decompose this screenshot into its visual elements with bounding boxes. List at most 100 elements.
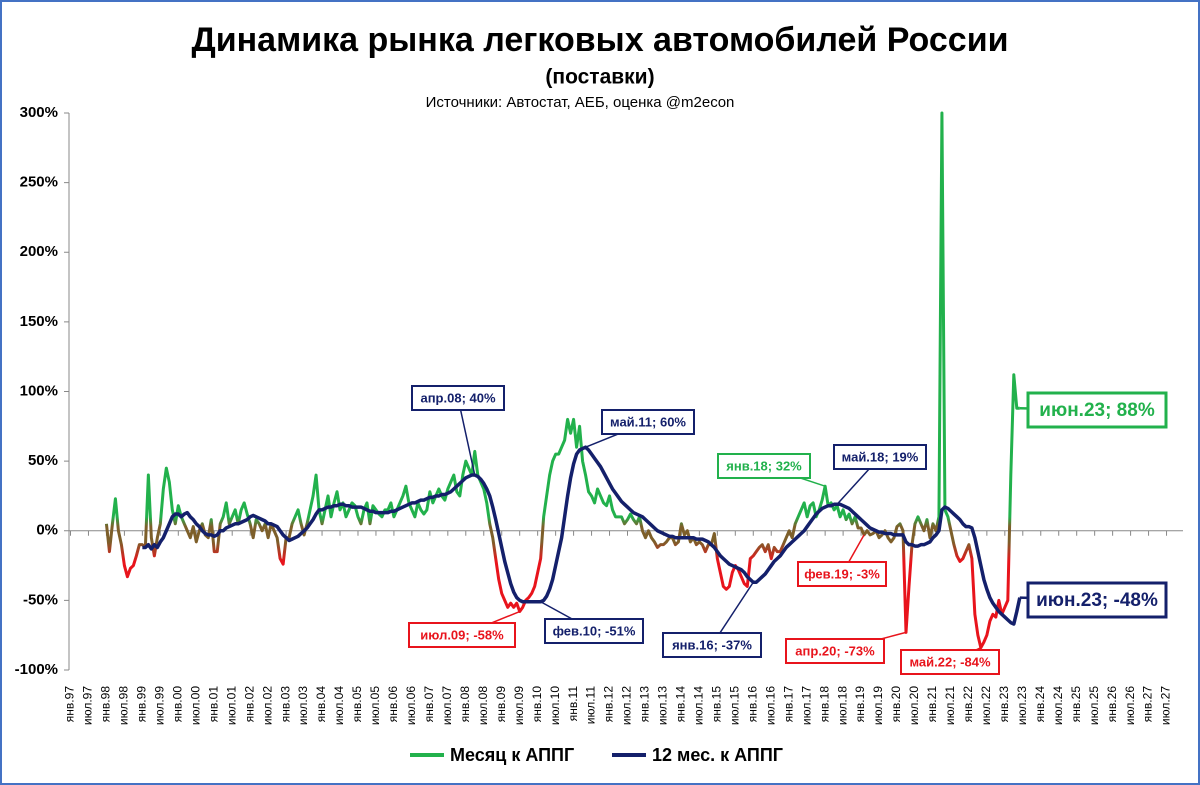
x-tick-label: июл.03 — [296, 686, 310, 725]
x-tick-label: янв.23 — [997, 686, 1011, 723]
x-tick-label: янв.02 — [242, 686, 256, 723]
legend-label: Месяц к АППГ — [450, 745, 574, 765]
annotation-text: фев.10; -51% — [553, 623, 636, 638]
x-tick-label: янв.27 — [1141, 686, 1155, 723]
annotation-text: июн.23; -48% — [1036, 590, 1158, 611]
y-tick-label: 250% — [20, 174, 58, 191]
annotation-text: янв.18; 32% — [726, 458, 802, 473]
x-tick-label: янв.12 — [602, 686, 616, 723]
x-tick-label: янв.16 — [745, 686, 759, 723]
x-tick-label: июл.05 — [368, 686, 382, 725]
x-tick-label: июл.02 — [260, 686, 274, 725]
x-tick-label: июл.08 — [476, 686, 490, 725]
x-tick-label: янв.21 — [925, 686, 939, 723]
x-tick-label: янв.98 — [99, 686, 113, 723]
annotation-text: апр.20; -73% — [795, 643, 875, 658]
annotation-box — [785, 638, 885, 664]
annotation-box — [1026, 391, 1168, 429]
annotation-text: май.22; -84% — [909, 654, 990, 669]
x-tick-label: июл.17 — [799, 686, 813, 725]
annotation-box — [900, 649, 1000, 675]
annotation-text: апр.08; 40% — [420, 390, 495, 405]
annotation-box — [408, 622, 516, 648]
annotation-box — [662, 632, 762, 658]
x-tick-label: июл.23 — [1015, 686, 1029, 725]
x-tick-label: июл.26 — [1123, 686, 1137, 725]
x-tick-label: июл.16 — [763, 686, 777, 725]
x-tick-label: июл.01 — [224, 686, 238, 725]
x-tick-label: июл.18 — [835, 686, 849, 725]
x-tick-label: янв.26 — [1105, 686, 1119, 723]
x-tick-label: янв.13 — [638, 686, 652, 723]
y-tick-label: 300% — [20, 104, 58, 121]
annotation-box — [797, 561, 887, 587]
x-tick-label: июл.04 — [332, 686, 346, 725]
legend-label: 12 мес. к АППГ — [652, 745, 783, 765]
x-tick-label: янв.24 — [1033, 686, 1047, 723]
annotation-box — [833, 444, 927, 470]
x-tick-label: янв.18 — [817, 686, 831, 723]
x-tick-label: янв.97 — [63, 686, 77, 723]
y-tick-label: 50% — [28, 452, 58, 469]
x-tick-label: июл.07 — [440, 686, 454, 725]
annotation-box — [1026, 581, 1168, 619]
annotation-text: июл.09; -58% — [420, 627, 504, 642]
x-tick-label: янв.06 — [386, 686, 400, 723]
x-tick-label: янв.10 — [530, 686, 544, 723]
annotation-text: май.18; 19% — [842, 449, 919, 464]
x-tick-label: июл.27 — [1159, 686, 1173, 725]
x-tick-label: янв.22 — [961, 686, 975, 723]
x-tick-label: июл.19 — [871, 686, 885, 725]
x-tick-label: янв.19 — [853, 686, 867, 723]
x-tick-label: янв.25 — [1069, 686, 1083, 723]
y-tick-label: 0% — [36, 522, 58, 539]
x-tick-label: янв.08 — [458, 686, 472, 723]
x-tick-label: июл.10 — [548, 686, 562, 725]
annotation-text: фев.19; -3% — [804, 566, 880, 581]
y-tick-label: 200% — [20, 243, 58, 260]
x-tick-label: июл.09 — [512, 686, 526, 725]
x-tick-label: июл.98 — [117, 686, 131, 725]
x-tick-label: июл.20 — [907, 686, 921, 725]
annotation-box — [601, 409, 695, 435]
x-tick-label: июл.12 — [620, 686, 634, 725]
x-tick-label: янв.04 — [314, 686, 328, 723]
x-tick-label: янв.99 — [135, 686, 149, 723]
annotation-text: июн.23; 88% — [1039, 400, 1155, 421]
x-tick-label: янв.20 — [889, 686, 903, 723]
chart-subtitle: (поставки) — [545, 66, 654, 89]
x-tick-label: янв.11 — [566, 686, 580, 722]
x-tick-label: июл.22 — [979, 686, 993, 725]
x-tick-label: июл.25 — [1087, 686, 1101, 725]
y-tick-label: 100% — [20, 382, 58, 399]
x-tick-label: янв.09 — [494, 686, 508, 723]
x-tick-label: янв.07 — [422, 686, 436, 723]
x-tick-label: июл.13 — [656, 686, 670, 725]
series-line — [142, 445, 1022, 626]
annotation-text: янв.16; -37% — [672, 637, 752, 652]
source: Источники: Автостат, АЕБ, оценка @m2econ — [426, 94, 735, 111]
x-tick-label: июл.21 — [943, 686, 957, 725]
x-tick-label: янв.17 — [781, 686, 795, 723]
x-tick-label: июл.06 — [404, 686, 418, 725]
annotation-text: май.11; 60% — [610, 414, 686, 429]
series-line — [104, 111, 1020, 650]
annotation-box — [544, 618, 644, 644]
x-tick-label: янв.00 — [170, 686, 184, 723]
chart-title: Динамика рынка легковых автомобилей Росс… — [192, 21, 1009, 59]
x-tick-label: июл.99 — [153, 686, 167, 725]
y-tick-label: -100% — [15, 661, 58, 678]
annotation-box — [411, 385, 505, 411]
x-tick-label: янв.03 — [278, 686, 292, 723]
x-tick-label: янв.15 — [710, 686, 724, 723]
annotation-box — [717, 453, 811, 479]
y-tick-label: -50% — [23, 591, 58, 608]
x-tick-label: янв.01 — [206, 686, 220, 723]
x-tick-label: янв.05 — [350, 686, 364, 723]
x-tick-label: янв.14 — [674, 686, 688, 723]
x-tick-label: июл.15 — [727, 686, 741, 725]
x-tick-label: июл.11 — [584, 686, 598, 725]
y-tick-label: 150% — [20, 313, 58, 330]
